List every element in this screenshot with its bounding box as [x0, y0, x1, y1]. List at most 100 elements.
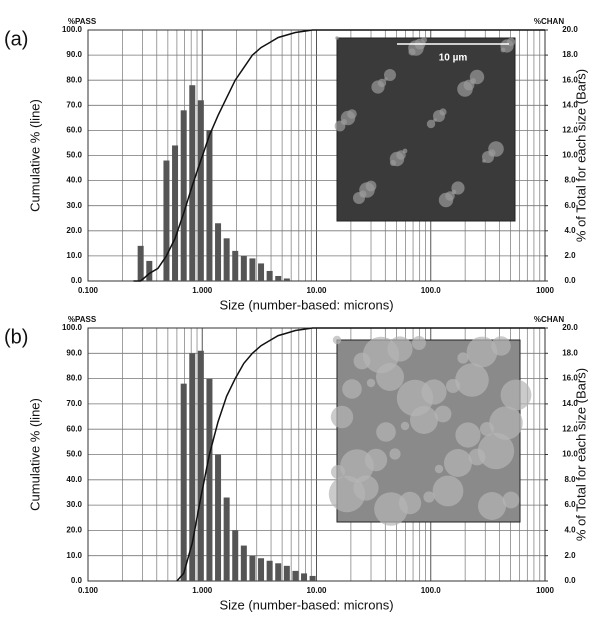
x-tick-label: 1000: [536, 286, 554, 295]
sem-particle: [384, 77, 388, 81]
y-top-label: %PASS: [68, 17, 97, 26]
bar: [180, 110, 187, 281]
bar: [197, 350, 204, 581]
y2-tick-label: 16.0: [562, 374, 578, 383]
bar: [292, 570, 299, 581]
y-tick-label: 60.0: [66, 126, 82, 135]
sem-particle: [489, 406, 523, 440]
y2-tick-label: 10.0: [562, 151, 578, 160]
y-tick-label: 40.0: [66, 475, 82, 484]
sem-particle: [423, 491, 435, 503]
bar: [215, 454, 222, 581]
x-tick-label: 0.100: [78, 286, 99, 295]
sem-particle: [331, 465, 345, 479]
sem-particle: [334, 120, 346, 132]
y-tick-label: 90.0: [66, 348, 82, 357]
sem-particle: [408, 48, 416, 56]
sem-particle: [478, 492, 506, 520]
sem-particle: [500, 379, 532, 411]
bar: [223, 238, 230, 281]
y2-tick-label: 16.0: [562, 75, 578, 84]
x-tick-label: 100.0: [421, 286, 442, 295]
sem-particle: [426, 119, 436, 129]
x-tick-label: 10.00: [306, 286, 327, 295]
bar: [146, 260, 153, 281]
bar: [283, 565, 290, 581]
x-tick-label: 0.100: [78, 586, 99, 595]
y-tick-label: 70.0: [66, 100, 82, 109]
bar: [258, 263, 265, 281]
sem-particle: [340, 449, 374, 483]
y-axis-title: Cumulative % (line): [27, 99, 42, 212]
bar: [232, 530, 239, 581]
y-tick-label: 90.0: [66, 50, 82, 59]
sem-particle: [371, 80, 385, 94]
sem-particle: [433, 118, 437, 122]
sem-particle: [412, 336, 426, 350]
bar: [240, 545, 247, 581]
sem-particle: [457, 352, 469, 364]
bar: [206, 378, 213, 581]
y2-tick-label: 14.0: [562, 100, 578, 109]
y-tick-label: 20.0: [66, 526, 82, 535]
inset-text: 10 µm: [439, 53, 468, 64]
x-axis-title: Size (number-based: microns): [219, 597, 393, 612]
y2-tick-label: 0.0: [564, 576, 576, 585]
bar: [172, 145, 179, 281]
sem-particle: [482, 159, 486, 163]
y-tick-label: 10.0: [66, 251, 82, 260]
sem-particle: [446, 379, 460, 393]
panel-label: (a): [4, 28, 28, 50]
sem-particle: [353, 192, 365, 204]
bar: [180, 383, 187, 581]
bar: [189, 353, 196, 581]
bar: [232, 250, 239, 281]
y-top-label: %PASS: [68, 315, 97, 324]
y-tick-label: 80.0: [66, 374, 82, 383]
bar: [137, 245, 144, 281]
x-tick-label: 1.000: [192, 586, 213, 595]
bar: [249, 258, 256, 281]
sem-particle: [457, 81, 473, 97]
y2-tick-label: 2.0: [564, 551, 576, 560]
y-tick-label: 60.0: [66, 424, 82, 433]
y2-axis-title: % of Total for each size (Bars): [573, 69, 588, 242]
sem-particle: [400, 421, 410, 431]
sem-particle: [396, 379, 434, 417]
sem-particle: [466, 336, 498, 368]
sem-particle: [477, 432, 515, 470]
y2-top-label: %CHAN: [534, 315, 564, 324]
x-tick-label: 1000: [536, 586, 554, 595]
sem-particle: [366, 378, 376, 388]
sem-particle: [376, 422, 396, 442]
y2-tick-label: 8.0: [564, 176, 576, 185]
sem-particle: [328, 475, 366, 513]
y2-tick-label: 8.0: [564, 475, 576, 484]
y2-tick-label: 4.0: [564, 226, 576, 235]
x-tick-label: 10.00: [306, 586, 327, 595]
sem-particle: [342, 379, 362, 399]
y-tick-label: 50.0: [66, 450, 82, 459]
y2-tick-label: 10.0: [562, 450, 578, 459]
sem-particle: [468, 448, 486, 466]
sem-particle: [502, 491, 520, 509]
y-tick-label: 70.0: [66, 399, 82, 408]
bar: [206, 130, 213, 281]
sem-particle: [500, 47, 506, 53]
y-tick-label: 0.0: [71, 576, 83, 585]
cumulative-line: [133, 29, 545, 282]
bar: [275, 563, 282, 581]
y2-tick-label: 18.0: [562, 348, 578, 357]
bar: [275, 275, 282, 281]
x-axis-title: Size (number-based: microns): [219, 297, 393, 312]
bar: [163, 160, 170, 281]
bar: [266, 560, 273, 581]
sem-particle: [432, 475, 464, 507]
sem-particle: [389, 448, 401, 460]
sem-particle: [332, 335, 342, 345]
y2-tick-label: 20.0: [562, 323, 578, 332]
y2-tick-label: 14.0: [562, 399, 578, 408]
y-tick-label: 50.0: [66, 151, 82, 160]
y2-tick-label: 6.0: [564, 201, 576, 210]
